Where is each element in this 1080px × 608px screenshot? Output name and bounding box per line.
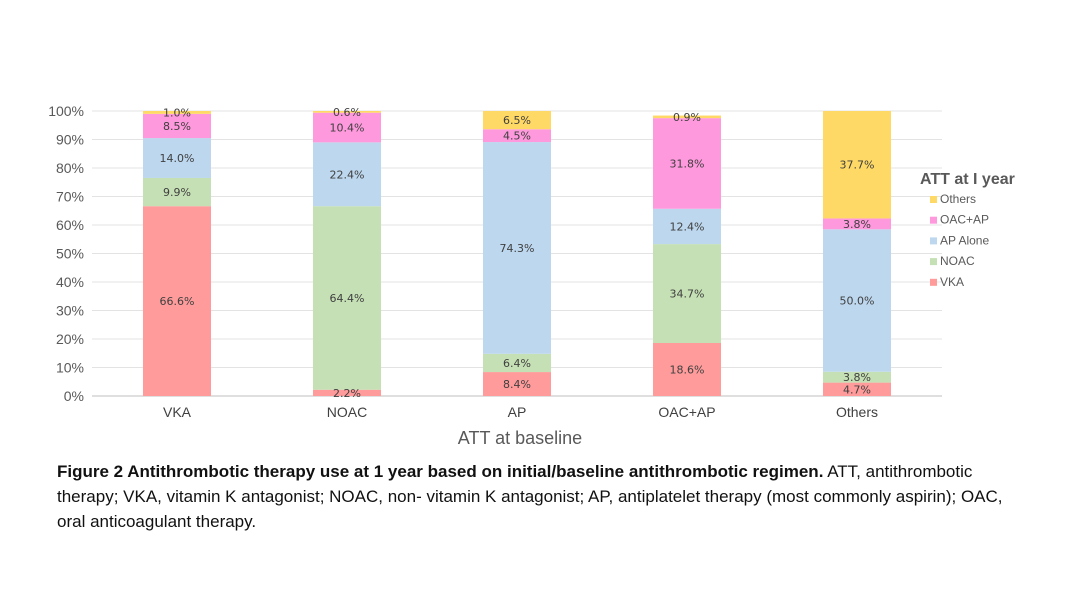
bar-segment <box>653 118 721 209</box>
bar-segment <box>313 111 381 113</box>
caption-title: Figure 2 Antithrombotic therapy use at 1… <box>57 462 824 481</box>
bars <box>143 111 891 396</box>
y-axis-ticks: 0% 10% 20% 30% 40% 50% 60% 70% 80% 90% 100% <box>48 103 84 404</box>
legend-entry: OAC+AP <box>940 213 989 227</box>
bar-segment <box>653 244 721 343</box>
bar-segment <box>313 206 381 390</box>
legend-swatch <box>930 237 937 245</box>
data-label: 4.7% <box>843 383 871 396</box>
y-tick-label: 60% <box>56 217 84 233</box>
y-tick-label: 40% <box>56 274 84 290</box>
data-label: 3.8% <box>843 371 871 384</box>
data-label: 66.6% <box>160 295 195 308</box>
bar-segment <box>143 206 211 396</box>
data-label: 18.6% <box>670 363 705 376</box>
data-label: 8.5% <box>163 120 191 133</box>
legend-swatch <box>930 278 937 286</box>
figure-caption: Figure 2 Antithrombotic therapy use at 1… <box>57 459 1027 534</box>
data-label: 50.0% <box>840 295 875 308</box>
data-label: 37.7% <box>840 159 875 172</box>
caption-text: ATT, antithrombotic therapy; VKA, vitami… <box>57 462 1003 531</box>
data-label: 34.7% <box>670 288 705 301</box>
data-label: 12.4% <box>670 220 705 233</box>
bar-segment <box>823 371 891 383</box>
y-tick-label: 30% <box>56 303 84 319</box>
data-label: 0.6% <box>333 106 361 119</box>
y-tick-label: 10% <box>56 360 84 376</box>
legend-entry: VKA <box>940 275 964 289</box>
legend: ATT at I year Others OAC+AP AP Alone NOAC VK… <box>920 171 1015 289</box>
stacked-bar-chart: 0% 10% 20% 30% 40% 50% 60% 70% 80% 90% 100% 66.6% 9… <box>48 103 1015 448</box>
data-label: 74.3% <box>500 242 535 255</box>
x-tick-label: AP <box>508 404 527 420</box>
bar-segment <box>143 113 211 139</box>
legend-swatch <box>930 258 937 266</box>
data-label: 0.9% <box>673 111 701 124</box>
bar-segment <box>483 372 551 396</box>
bar-segment <box>483 142 551 354</box>
data-label: 64.4% <box>330 292 365 305</box>
bar-segment <box>483 111 551 130</box>
x-tick-label: VKA <box>163 404 192 420</box>
data-label: 2.2% <box>333 387 361 400</box>
legend-swatch <box>930 216 937 224</box>
data-label: 1.0% <box>163 106 191 119</box>
y-tick-label: 70% <box>56 189 84 205</box>
data-label: 31.8% <box>670 157 705 170</box>
bar-segment <box>823 382 891 396</box>
legend-title: ATT at I year <box>920 171 1015 188</box>
bar-segment <box>483 129 551 143</box>
bar-segment <box>143 111 211 114</box>
data-label: 8.4% <box>503 378 531 391</box>
data-label: 3.8% <box>843 218 871 231</box>
y-tick-label: 20% <box>56 331 84 347</box>
legend-entry: Others <box>940 192 976 206</box>
y-tick-label: 100% <box>48 103 84 119</box>
legend-swatch <box>930 196 937 203</box>
bar-segment <box>653 115 721 119</box>
y-tick-label: 0% <box>64 388 84 404</box>
bar-segment <box>653 208 721 245</box>
legend-entry: AP Alone <box>940 233 989 247</box>
data-label: 22.4% <box>330 168 365 181</box>
data-labels: 66.6% 9.9% 14.0% 8.5%1.0% 2.2% 64.4% 22.4% 10.4… <box>160 106 875 400</box>
x-axis-title: ATT at baseline <box>458 428 582 448</box>
data-label: 6.4% <box>503 357 531 370</box>
x-tick-label: NOAC <box>327 404 367 420</box>
y-tick-label: 50% <box>56 246 84 262</box>
bar-segment <box>143 138 211 178</box>
bar-segment <box>823 229 891 372</box>
x-tick-label: Others <box>836 404 878 420</box>
bar-segment <box>313 142 381 207</box>
bar-segment <box>823 218 891 230</box>
bar-segment <box>823 111 891 219</box>
data-label: 9.9% <box>163 186 191 199</box>
bar-segment <box>313 389 381 396</box>
data-label: 10.4% <box>330 122 365 135</box>
x-tick-label: OAC+AP <box>658 404 715 420</box>
data-label: 14.0% <box>160 152 195 165</box>
bar-segment <box>483 353 551 373</box>
data-label: 4.5% <box>503 130 531 143</box>
y-tick-label: 80% <box>56 160 84 176</box>
data-label: 6.5% <box>503 114 531 127</box>
bar-segment <box>313 112 381 143</box>
bar-segment <box>143 177 211 207</box>
y-tick-label: 90% <box>56 132 84 148</box>
legend-entry: NOAC <box>940 254 975 268</box>
x-axis-categories: VKA NOAC AP OAC+AP Others <box>163 404 878 420</box>
bar-segment <box>653 342 721 396</box>
